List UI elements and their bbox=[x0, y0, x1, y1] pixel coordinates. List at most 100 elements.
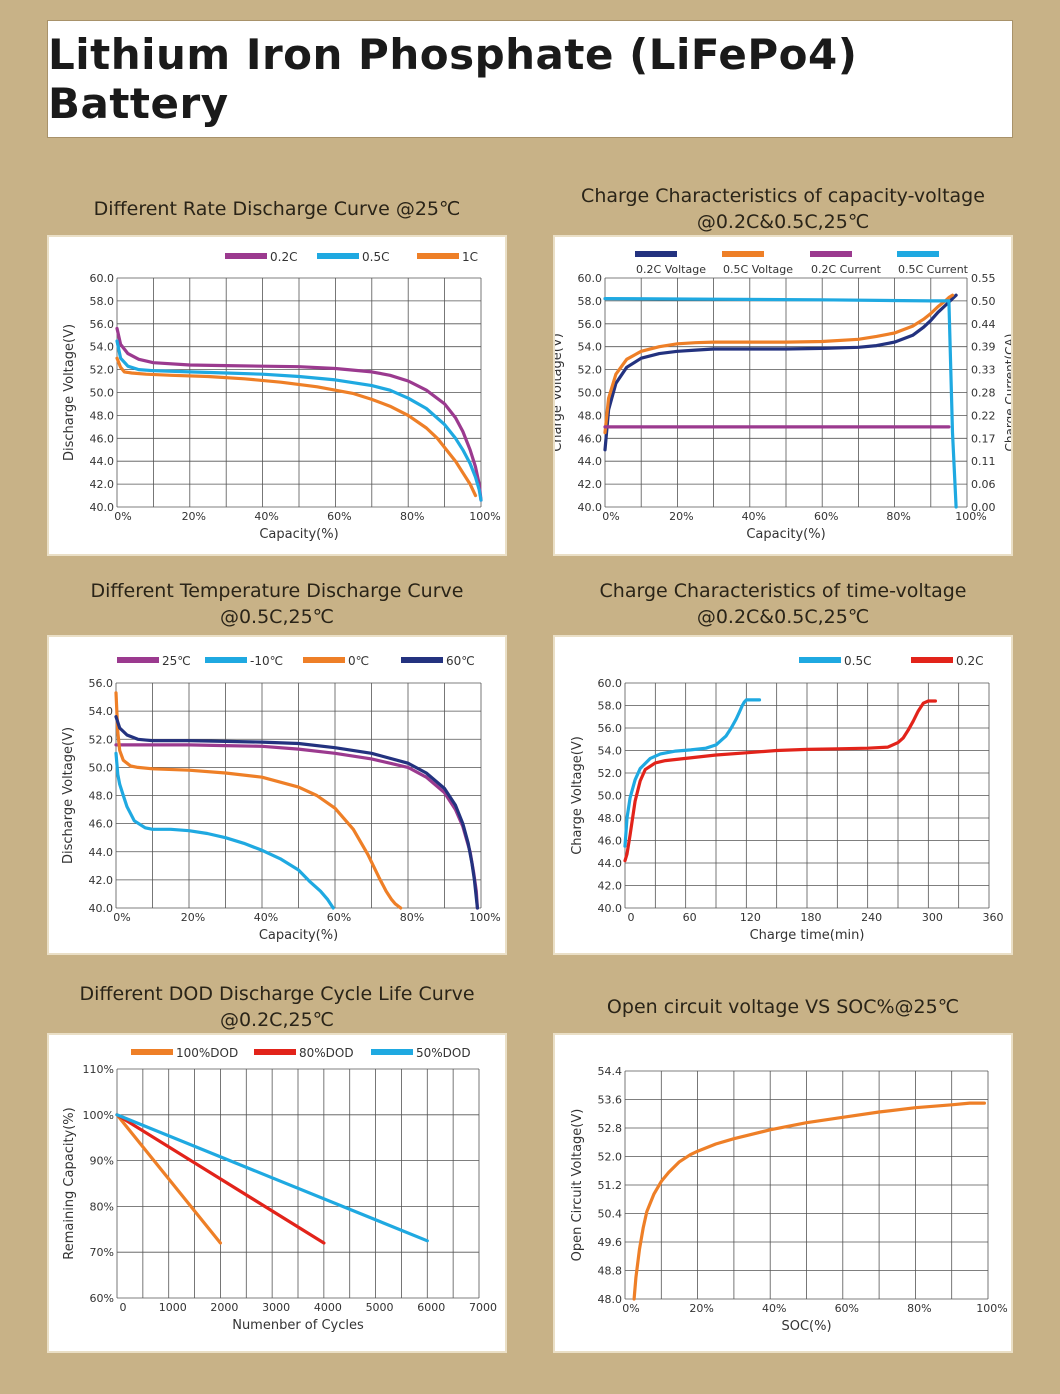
chart4-x-tick-label: 360 bbox=[983, 911, 1004, 924]
chart5-y-tick-label: 60% bbox=[90, 1292, 114, 1305]
chart3-y-tick-label: 56.0 bbox=[89, 677, 114, 690]
chart2-y-tick-label: 48.0 bbox=[578, 409, 603, 422]
chart3-title: Different Temperature Discharge Curve bbox=[90, 580, 464, 602]
chart2-y-tick-label: 58.0 bbox=[578, 295, 603, 308]
chart6-y-tick-label: 52.0 bbox=[598, 1151, 623, 1164]
chart5-title: Different DOD Discharge Cycle Life Curve bbox=[79, 983, 475, 1005]
chart3-x-tick-label: 40% bbox=[254, 911, 278, 924]
chart2-x-axis-label: Capacity(%) bbox=[746, 527, 825, 542]
chart4-y-tick-label: 58.0 bbox=[598, 700, 623, 713]
chart1-panel: 40.0 42.0 44.0 46.0 48.0 50.0 52.0 54.0 56.0 58.0… bbox=[47, 235, 507, 556]
chart4-y-axis-label: Charge Voltage(V) bbox=[570, 736, 585, 855]
chart3-legend-label: -10℃ bbox=[250, 654, 283, 668]
chart5-subtitle: @0.2C,25℃ bbox=[219, 1009, 335, 1031]
chart5-x-axis-label: Numenber of Cycles bbox=[232, 1318, 364, 1333]
chart2-legend-label: 0.2C Current bbox=[811, 263, 882, 276]
chart1-y-tick-label: 58.0 bbox=[90, 295, 115, 308]
chart1-series-line-3 bbox=[115, 356, 478, 498]
chart2-y-tick-label: 60.0 bbox=[578, 272, 603, 285]
chart3-svg: 40.0 42.0 44.0 46.0 48.0 50.0 52.0 54.0 56.0 0% 20… bbox=[61, 654, 501, 943]
chart6-y-tick-label: 48.8 bbox=[598, 1265, 623, 1278]
chart4-x-tick-label: 120 bbox=[740, 911, 761, 924]
chart5-series-line-3 bbox=[115, 1113, 429, 1243]
chart5-x-tick-label: 7000 bbox=[469, 1301, 497, 1314]
chart4-x-tick-label: 240 bbox=[861, 911, 882, 924]
chart2-x-tick-label: 100% bbox=[955, 510, 986, 523]
chart4-x-tick-label: 60 bbox=[683, 911, 697, 924]
chart3-y-tick-label: 44.0 bbox=[89, 846, 114, 859]
chart3-x-tick-label: 80% bbox=[400, 911, 424, 924]
chart2-y2-tick-label: 0.28 bbox=[971, 387, 996, 400]
chart5-x-tick-label: 0 bbox=[120, 1301, 127, 1314]
chart2-y-tick-label: 54.0 bbox=[578, 341, 603, 354]
chart1-y-tick-label: 52.0 bbox=[90, 364, 115, 377]
chart4-legend-label: 0.5C bbox=[844, 654, 871, 668]
chart2-series-line-4 bbox=[603, 297, 958, 509]
chart6-x-axis-label: SOC(%) bbox=[781, 1319, 831, 1334]
chart1-title: Different Rate Discharge Curve @25℃ bbox=[93, 198, 461, 220]
chart1-y-tick-label: 48.0 bbox=[90, 409, 115, 422]
chart6-y-tick-label: 49.6 bbox=[598, 1236, 623, 1249]
chart2-y2-tick-label: 0.39 bbox=[971, 341, 996, 354]
chart2-x-tick-label: 80% bbox=[886, 510, 910, 523]
chart6-x-tick-label: 40% bbox=[762, 1302, 786, 1315]
chart4-series-line-1 bbox=[623, 698, 762, 848]
chart4-subtitle: @0.2C&0.5C,25℃ bbox=[696, 606, 870, 628]
chart2-y-tick-label: 40.0 bbox=[578, 501, 603, 514]
chart5-legend-label: 80%DOD bbox=[299, 1046, 354, 1060]
chart2-y2-tick-label: 0.11 bbox=[971, 455, 996, 468]
chart3-y-tick-label: 48.0 bbox=[89, 790, 114, 803]
chart4-y-tick-label: 50.0 bbox=[598, 790, 623, 803]
chart6-y-tick-label: 54.4 bbox=[598, 1065, 623, 1078]
chart3-y-tick-label: 42.0 bbox=[89, 874, 114, 887]
chart5-x-tick-label: 6000 bbox=[417, 1301, 445, 1314]
chart3-y-tick-label: 40.0 bbox=[89, 902, 114, 915]
chart3-legend-swatch bbox=[401, 657, 443, 663]
chart4-x-tick-label: 180 bbox=[801, 911, 822, 924]
chart1-y-tick-label: 50.0 bbox=[90, 387, 115, 400]
chart6-y-tick-label: 48.0 bbox=[598, 1293, 623, 1306]
chart4-svg: 40.0 42.0 44.0 46.0 48.0 50.0 52.0 54.0 56.0 58.0… bbox=[570, 654, 1004, 943]
chart6-y-tick-label: 52.8 bbox=[598, 1122, 623, 1135]
chart1-heading: Different Rate Discharge Curve @25℃ bbox=[47, 196, 507, 222]
chart3-legend-swatch bbox=[205, 657, 247, 663]
chart2-y2-tick-label: 0.06 bbox=[971, 478, 996, 491]
chart1-x-tick-label: 80% bbox=[400, 510, 424, 523]
chart4-heading: Charge Characteristics of time-voltage @… bbox=[553, 578, 1013, 630]
chart2-series-line-1 bbox=[603, 293, 958, 452]
chart2-legend-swatch bbox=[635, 251, 677, 257]
chart2-x-tick-label: 40% bbox=[742, 510, 766, 523]
chart3-legend-label: 25℃ bbox=[162, 654, 191, 668]
chart1-y-tick-label: 60.0 bbox=[90, 272, 115, 285]
chart5-svg: 60% 70% 80% 90% 100% 110% 0 1000 2000 3000 4000 500… bbox=[62, 1046, 497, 1333]
chart2-heading: Charge Characteristics of capacity-volta… bbox=[553, 183, 1013, 235]
chart5-y-tick-label: 90% bbox=[90, 1155, 114, 1168]
chart2-y2-tick-label: 0.22 bbox=[971, 409, 996, 422]
chart5-legend-swatch bbox=[131, 1049, 173, 1055]
chart3-panel: 40.0 42.0 44.0 46.0 48.0 50.0 52.0 54.0 56.0 0% 20… bbox=[47, 635, 507, 955]
chart2-legend-swatch bbox=[897, 251, 939, 257]
chart1-y-axis-label: Discharge Voltage(V) bbox=[62, 324, 77, 461]
chart1-x-tick-label: 100% bbox=[469, 510, 500, 523]
chart3-y-tick-label: 54.0 bbox=[89, 705, 114, 718]
chart6-x-tick-label: 60% bbox=[835, 1302, 859, 1315]
chart6-y-tick-label: 50.4 bbox=[598, 1208, 623, 1221]
chart4-y-tick-label: 60.0 bbox=[598, 677, 623, 690]
chart4-y-tick-label: 56.0 bbox=[598, 722, 623, 735]
chart3-heading: Different Temperature Discharge Curve @0… bbox=[47, 578, 507, 630]
chart4-title: Charge Characteristics of time-voltage bbox=[599, 580, 967, 602]
chart6-y-tick-label: 53.6 bbox=[598, 1094, 623, 1107]
chart3-y-tick-label: 52.0 bbox=[89, 733, 114, 746]
chart5-series-line-1 bbox=[115, 1113, 222, 1245]
chart6-title: Open circuit voltage VS SOC%@25℃ bbox=[606, 996, 960, 1018]
chart4-legend-swatch bbox=[799, 657, 841, 663]
chart4-series-line-2 bbox=[623, 699, 937, 863]
chart4-panel: 40.0 42.0 44.0 46.0 48.0 50.0 52.0 54.0 56.0 58.0… bbox=[553, 635, 1013, 955]
chart6-heading: Open circuit voltage VS SOC%@25℃ bbox=[553, 994, 1013, 1020]
chart6-y-tick-label: 51.2 bbox=[598, 1179, 623, 1192]
chart5-heading: Different DOD Discharge Cycle Life Curve… bbox=[47, 981, 507, 1033]
chart2-y2-tick-label: 0.55 bbox=[971, 272, 996, 285]
chart2-subtitle: @0.2C&0.5C,25℃ bbox=[696, 211, 870, 233]
chart2-x-tick-label: 60% bbox=[814, 510, 838, 523]
chart5-legend-label: 100%DOD bbox=[176, 1046, 238, 1060]
